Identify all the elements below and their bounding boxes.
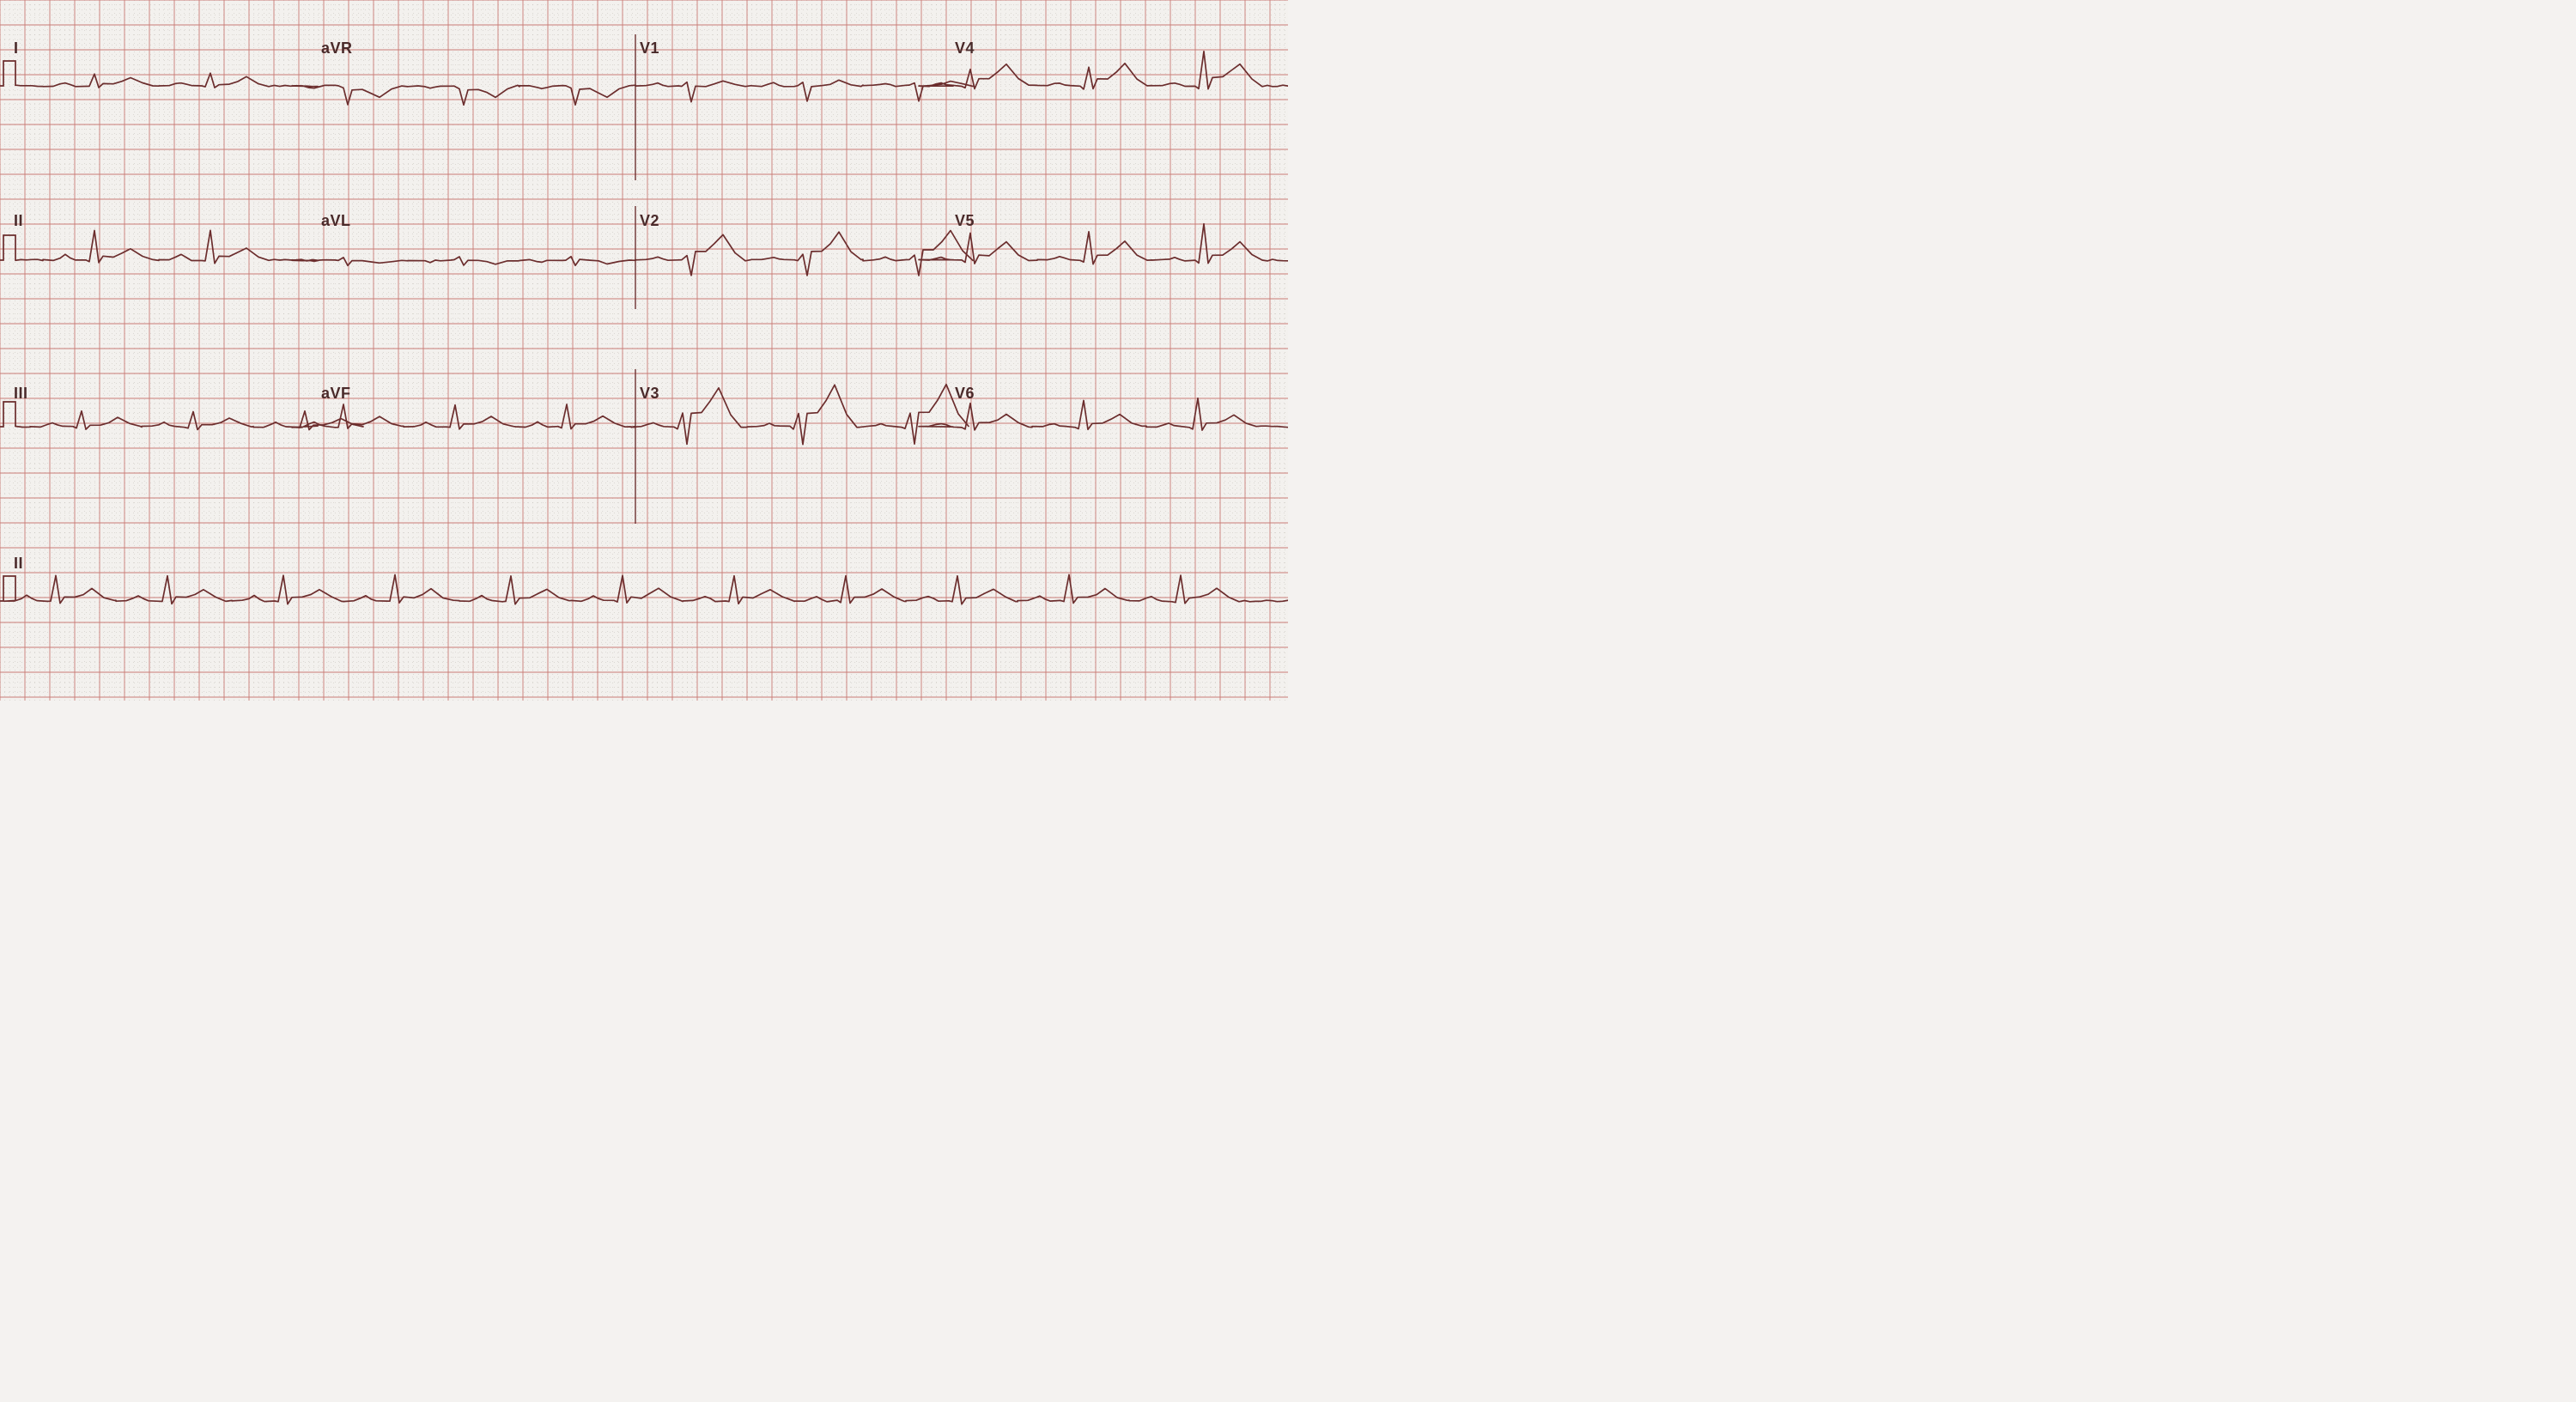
ecg-trace-II xyxy=(15,230,318,264)
lead-label-aVF: aVF xyxy=(321,385,351,402)
ecg-trace-V6 xyxy=(919,398,1288,430)
lead-label-V1: V1 xyxy=(640,39,659,57)
lead-label-aVR: aVR xyxy=(321,39,353,57)
ecg-trace-V2 xyxy=(635,231,973,276)
lead-label-V6: V6 xyxy=(955,385,975,402)
lead-label-III: III xyxy=(14,385,28,402)
ecg-trace-aVL xyxy=(292,257,635,266)
lead-label-aVL: aVL xyxy=(321,212,351,229)
ecg-trace-V1 xyxy=(635,80,973,101)
lead-label-V2: V2 xyxy=(640,212,659,229)
lead-label-V3: V3 xyxy=(640,385,659,402)
ecg-trace-I xyxy=(15,73,318,88)
lead-label-I: I xyxy=(14,39,19,57)
ecg-trace-V3 xyxy=(631,385,969,445)
ecg-chart: IaVR V1 V4 II aVL V2 V5 III aVF V3 V6 II xyxy=(0,0,1288,701)
ecg-trace-V4 xyxy=(919,52,1288,89)
lead-label-II: II xyxy=(14,555,23,572)
lead-label-V5: V5 xyxy=(955,212,975,229)
lead-label-II: II xyxy=(14,212,23,229)
lead-label-V4: V4 xyxy=(955,39,975,57)
